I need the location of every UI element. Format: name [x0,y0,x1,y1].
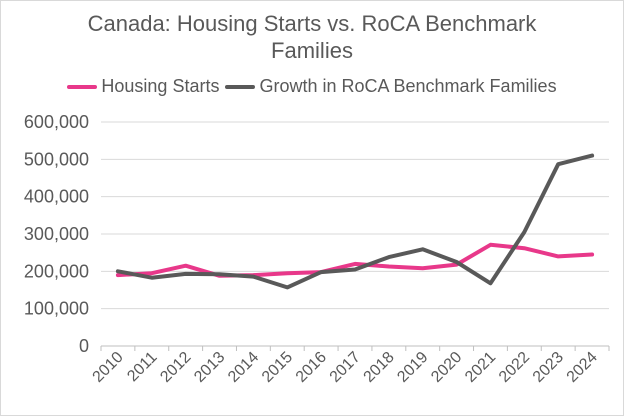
legend-item-housing-starts[interactable]: Housing Starts [67,76,219,97]
legend-label-housing-starts: Housing Starts [101,76,220,96]
chart-legend: Housing Starts Growth in RoCA Benchmark … [0,76,624,97]
x-tick-label: 2011 [124,349,160,385]
y-tick-label: 400,000 [24,187,89,207]
x-tick-label: 2014 [225,349,262,386]
y-tick-label: 300,000 [24,224,89,244]
y-tick-label: 100,000 [24,299,89,319]
chart-title-line-2: Families [271,38,353,63]
x-tick-label: 2010 [90,349,127,386]
y-tick-label: 0 [79,336,89,356]
legend-swatch-roca-benchmark-families [225,84,256,89]
chart-title-line-1: Canada: Housing Starts vs. RoCA Benchmar… [87,11,537,36]
chart-title: Canada: Housing Starts vs. RoCA Benchmar… [0,10,624,64]
legend-item-roca-benchmark-families[interactable]: Growth in RoCA Benchmark Families [225,76,557,97]
x-tick-label: 2018 [361,349,398,386]
legend-label-roca-benchmark-families: Growth in RoCA Benchmark Families [259,76,557,96]
x-tick-label: 2012 [157,349,194,386]
legend-swatch-housing-starts [67,84,98,89]
x-tick-label: 2024 [564,349,601,386]
x-tick-label: 2016 [293,349,330,386]
x-tick-label: 2021 [462,349,499,386]
y-tick-label: 200,000 [24,261,89,281]
x-tick-label: 2013 [191,349,228,386]
x-tick-label: 2019 [394,349,431,386]
x-tick-label: 2022 [496,349,533,386]
x-tick-label: 2017 [327,349,364,386]
x-tick-label: 2023 [530,349,567,386]
y-tick-label: 500,000 [24,149,89,169]
series-line-roca-benchmark-families [115,153,595,290]
x-tick-label: 2015 [259,349,296,386]
x-tick-label: 2020 [428,349,465,386]
y-tick-label: 600,000 [24,112,89,132]
